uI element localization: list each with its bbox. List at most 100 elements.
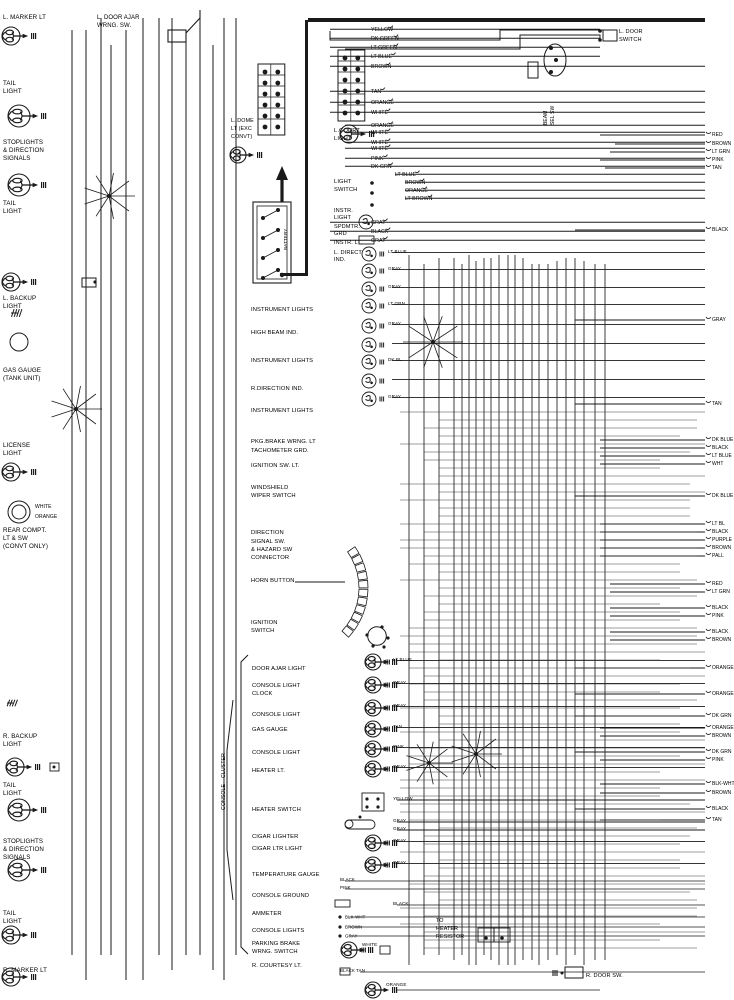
svg-text:LIGHT: LIGHT bbox=[3, 88, 22, 95]
svg-text:(CONVT ONLY): (CONVT ONLY) bbox=[3, 543, 48, 550]
svg-text:TAN: TAN bbox=[393, 724, 402, 729]
svg-text:DK BLUE: DK BLUE bbox=[712, 493, 734, 499]
svg-text:DK BLUE: DK BLUE bbox=[712, 437, 734, 443]
svg-text:WRNG. SWITCH: WRNG. SWITCH bbox=[252, 949, 298, 955]
svg-text:TAIL: TAIL bbox=[3, 200, 16, 207]
svg-text:SWITCH: SWITCH bbox=[334, 187, 357, 193]
svg-text:DK GRN: DK GRN bbox=[712, 713, 732, 719]
svg-text:TACHOMETER GRD.: TACHOMETER GRD. bbox=[251, 448, 309, 454]
svg-text:GRAY: GRAY bbox=[388, 284, 401, 289]
svg-text:LIGHT: LIGHT bbox=[3, 208, 22, 215]
svg-text:RESISTOR: RESISTOR bbox=[436, 934, 464, 940]
svg-text:BEAM: BEAM bbox=[543, 110, 549, 125]
svg-text:LIGHT: LIGHT bbox=[3, 303, 22, 310]
svg-text:BROWN: BROWN bbox=[712, 141, 732, 147]
svg-text:HIGH BEAM IND.: HIGH BEAM IND. bbox=[251, 330, 298, 336]
svg-text:LT BLUE: LT BLUE bbox=[712, 453, 732, 459]
svg-text:L. DOOR AJAR: L. DOOR AJAR bbox=[97, 15, 140, 21]
svg-text:GRAY: GRAY bbox=[388, 321, 401, 326]
svg-text:CONSOLE LIGHT: CONSOLE LIGHT bbox=[252, 712, 301, 718]
svg-text:DK GRN: DK GRN bbox=[371, 164, 392, 170]
svg-text:LT GRN: LT GRN bbox=[388, 301, 405, 306]
svg-text:HEATER SWITCH: HEATER SWITCH bbox=[252, 807, 301, 813]
svg-text:GRAY: GRAY bbox=[393, 764, 406, 769]
svg-text:GRAY: GRAY bbox=[393, 680, 406, 685]
svg-text:LT GRN: LT GRN bbox=[712, 589, 730, 595]
svg-text:RED: RED bbox=[712, 581, 723, 587]
svg-text:BLACK: BLACK bbox=[712, 629, 729, 635]
svg-text:CONSOLE GROUND: CONSOLE GROUND bbox=[252, 893, 309, 899]
svg-text:IND.: IND. bbox=[334, 257, 346, 263]
svg-text:ORANGE: ORANGE bbox=[712, 665, 734, 671]
svg-text:& HAZARD SW: & HAZARD SW bbox=[251, 547, 293, 553]
svg-text:BATTERY: BATTERY bbox=[283, 229, 288, 250]
svg-text:PARKING BRAKE: PARKING BRAKE bbox=[252, 941, 300, 947]
svg-text:WINDSHIELD: WINDSHIELD bbox=[251, 485, 288, 491]
svg-text:L. BACKUP: L. BACKUP bbox=[3, 295, 36, 302]
svg-text:IGNITION: IGNITION bbox=[251, 620, 278, 626]
svg-text:ORANGE: ORANGE bbox=[712, 691, 734, 697]
svg-text:RED: RED bbox=[712, 132, 723, 138]
svg-text:PINK: PINK bbox=[712, 157, 724, 163]
svg-text:R. BACKUP: R. BACKUP bbox=[3, 733, 37, 740]
svg-text:GRAY: GRAY bbox=[393, 703, 406, 708]
svg-text:REAR COMPT.: REAR COMPT. bbox=[3, 527, 47, 534]
svg-text:CONNECTOR: CONNECTOR bbox=[251, 555, 289, 561]
svg-text:SPDMTR.: SPDMTR. bbox=[334, 224, 360, 230]
svg-text:GRAY: GRAY bbox=[712, 317, 726, 323]
svg-text:L. MARKER LT: L. MARKER LT bbox=[3, 14, 46, 21]
svg-text:TAN: TAN bbox=[712, 817, 722, 823]
svg-text:LIGHT: LIGHT bbox=[3, 790, 22, 797]
svg-text:BLACK: BLACK bbox=[340, 968, 355, 973]
svg-text:INSTRUMENT LIGHTS: INSTRUMENT LIGHTS bbox=[251, 307, 313, 313]
svg-text:CONSOLE LIGHT: CONSOLE LIGHT bbox=[252, 683, 301, 689]
svg-text:BROWN: BROWN bbox=[371, 64, 391, 70]
svg-text:TAIL: TAIL bbox=[3, 80, 16, 87]
svg-text:LT GRN: LT GRN bbox=[712, 149, 730, 155]
svg-text:TAIL: TAIL bbox=[3, 782, 16, 789]
svg-text:DK BL: DK BL bbox=[388, 357, 402, 362]
svg-text:BLK-WHT: BLK-WHT bbox=[712, 781, 734, 787]
svg-text:LT (EXC: LT (EXC bbox=[231, 126, 252, 132]
svg-text:R. DOOR SW.: R. DOOR SW. bbox=[586, 973, 623, 979]
svg-text:PINK: PINK bbox=[371, 156, 384, 162]
svg-text:PALL: PALL bbox=[712, 553, 724, 559]
svg-text:R.DIRECTION IND.: R.DIRECTION IND. bbox=[251, 386, 304, 392]
svg-text:LIGHT: LIGHT bbox=[334, 215, 351, 221]
svg-text:INSTRUMENT LIGHTS: INSTRUMENT LIGHTS bbox=[251, 408, 313, 414]
svg-text:GAS GAUGE: GAS GAUGE bbox=[3, 367, 41, 374]
svg-text:GRAY: GRAY bbox=[371, 238, 386, 244]
svg-text:LT BLUE: LT BLUE bbox=[395, 172, 416, 178]
svg-text:SWITCH: SWITCH bbox=[251, 628, 274, 634]
svg-text:CONSOLE LIGHT: CONSOLE LIGHT bbox=[252, 750, 301, 756]
svg-text:L. DIRECT: L. DIRECT bbox=[334, 250, 362, 256]
svg-text:TO: TO bbox=[436, 918, 444, 924]
svg-text:STOPLIGHTS: STOPLIGHTS bbox=[3, 838, 43, 845]
svg-text:BLACK: BLACK bbox=[712, 605, 729, 611]
svg-text:LT BLUE: LT BLUE bbox=[393, 657, 412, 662]
svg-text:CIGAR LTR LIGHT: CIGAR LTR LIGHT bbox=[252, 846, 303, 852]
svg-text:LT BLUE: LT BLUE bbox=[371, 54, 392, 60]
svg-text:PURPLE: PURPLE bbox=[712, 537, 733, 543]
svg-text:L. DOME: L. DOME bbox=[231, 118, 254, 124]
svg-text:TAN: TAN bbox=[371, 89, 381, 95]
svg-text:WIPER SWITCH: WIPER SWITCH bbox=[251, 493, 296, 499]
svg-text:GRAY: GRAY bbox=[388, 266, 401, 271]
svg-text:BLACK: BLACK bbox=[712, 529, 729, 535]
svg-text:BLACK: BLACK bbox=[712, 806, 729, 812]
svg-text:LT & SW: LT & SW bbox=[3, 535, 28, 542]
svg-text:DOOR AJAR LIGHT: DOOR AJAR LIGHT bbox=[252, 666, 306, 672]
svg-text:LIGHT: LIGHT bbox=[3, 741, 22, 748]
svg-text:R. COURTESY LT.: R. COURTESY LT. bbox=[252, 963, 302, 969]
svg-text:DK GRN: DK GRN bbox=[712, 749, 732, 755]
svg-text:CONSOLE LIGHTS: CONSOLE LIGHTS bbox=[252, 928, 304, 934]
svg-text:& DIRECTION: & DIRECTION bbox=[3, 147, 44, 154]
svg-text:INSTR.: INSTR. bbox=[334, 208, 353, 214]
svg-text:LT BL: LT BL bbox=[712, 521, 725, 527]
svg-text:SWITCH: SWITCH bbox=[619, 37, 642, 43]
svg-text:LIGHT: LIGHT bbox=[3, 450, 22, 457]
svg-text:WHITE: WHITE bbox=[35, 504, 52, 510]
svg-text:WRNG. SW.: WRNG. SW. bbox=[97, 23, 131, 29]
svg-text:LICENSE: LICENSE bbox=[3, 442, 30, 449]
svg-text:BROWN: BROWN bbox=[712, 637, 732, 643]
